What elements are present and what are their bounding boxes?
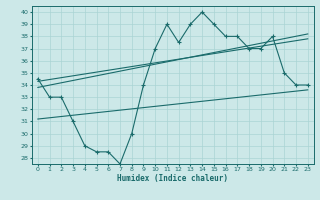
X-axis label: Humidex (Indice chaleur): Humidex (Indice chaleur) <box>117 174 228 183</box>
